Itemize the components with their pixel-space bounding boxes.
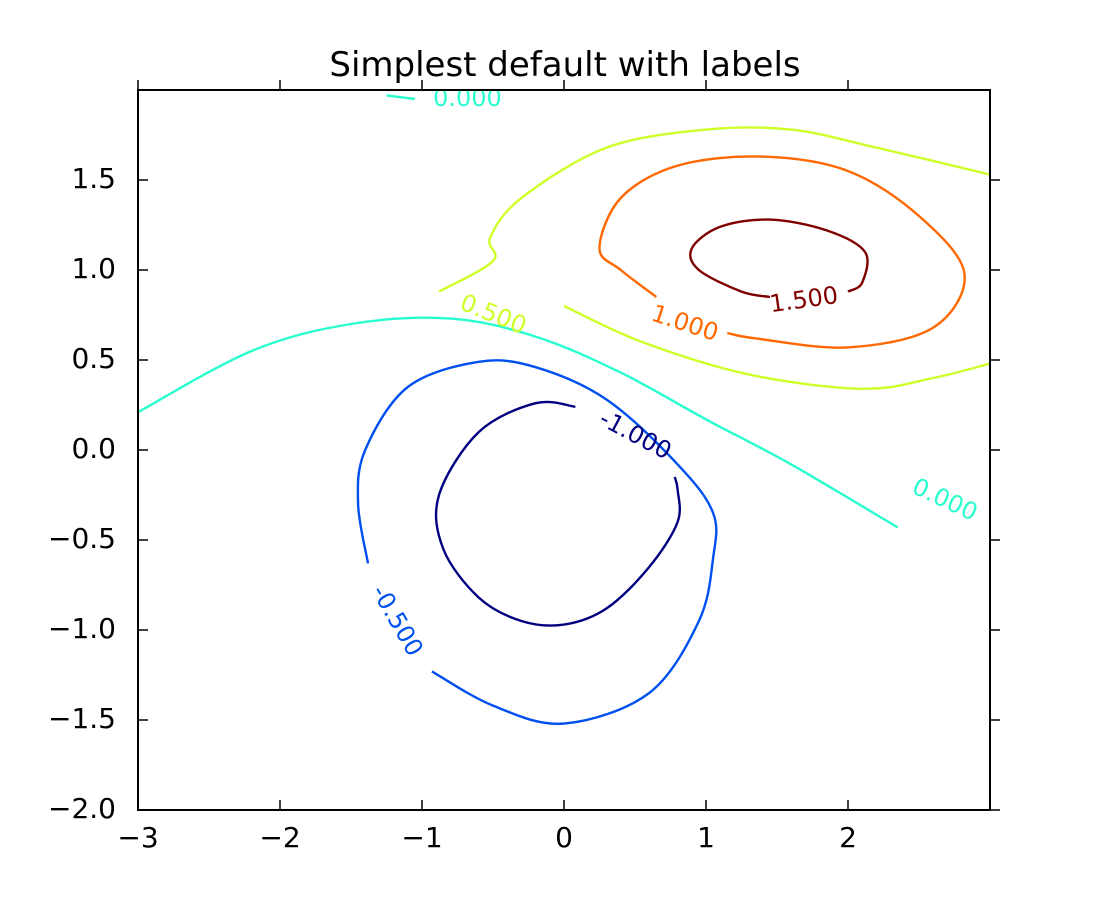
x-tick-label-4: 1: [697, 821, 715, 854]
y-tick-label-5: 0.5: [71, 342, 116, 375]
plot-frame: [137, 89, 991, 811]
x-tick-label-3: 0: [555, 821, 573, 854]
contour-label-1-0: -0.500: [366, 580, 429, 661]
contour-label-3-0: 0.500: [456, 288, 530, 340]
x-tick-label-2: −1: [401, 821, 442, 854]
contour-level-3-segment-0: [438, 126, 990, 293]
contour-label-5-0: 1.500: [768, 281, 840, 318]
contour-level-1-segment-0: [356, 359, 718, 726]
contour-level-2-segment-0: [138, 316, 899, 529]
y-tick-label-7: 1.5: [71, 162, 116, 195]
contour-level-5-segment-0: [689, 218, 869, 299]
contour-label-0-0: -1.000: [595, 404, 676, 465]
x-tick-label-5: 2: [839, 821, 857, 854]
y-tick-label-1: −1.5: [48, 702, 116, 735]
y-tick-label-3: −0.5: [48, 522, 116, 555]
x-tick-label-0: −3: [117, 821, 158, 854]
contour-lines: [138, 94, 990, 726]
y-axis: −2.0 −1.5 −1.0 −0.5 0.0 0.5 1.0 1.5: [48, 162, 1000, 825]
contour-label-2-1: 0.000: [433, 84, 502, 112]
x-axis: −3 −2 −1 0 1 2: [117, 80, 857, 854]
y-tick-label-6: 1.0: [71, 252, 116, 285]
contour-level-2-segment-1: [386, 94, 416, 101]
y-tick-label-0: −2.0: [48, 792, 116, 825]
y-tick-label-2: −1.0: [48, 612, 116, 645]
x-tick-label-1: −2: [259, 821, 300, 854]
contour-level-3-segment-1: [563, 304, 990, 391]
contour-label-2-0: 0.000: [908, 472, 982, 526]
contour-label-4-0: 1.000: [648, 299, 722, 347]
contour-level-4-segment-0: [598, 155, 966, 349]
contour-level-0-segment-0: [434, 400, 681, 627]
chart-title: Simplest default with labels: [329, 45, 800, 85]
y-tick-label-4: 0.0: [71, 432, 116, 465]
